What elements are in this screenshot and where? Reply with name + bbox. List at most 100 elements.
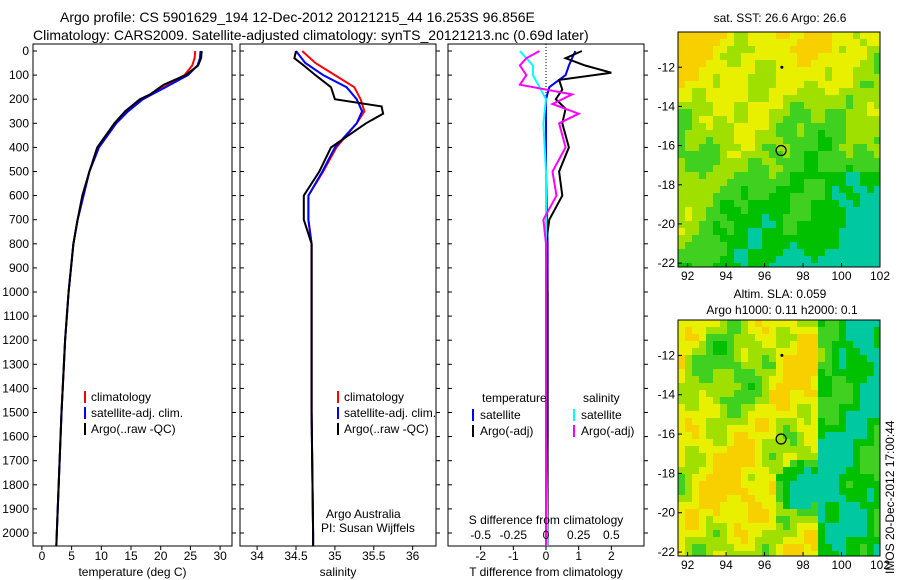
map-cell <box>678 88 685 95</box>
map-cell <box>678 32 685 39</box>
map-cell <box>685 551 692 556</box>
map-cell <box>734 551 741 556</box>
map-cell <box>790 179 797 186</box>
map-cell <box>678 46 685 53</box>
argo-position-marker <box>775 144 787 157</box>
map-cell <box>734 242 741 249</box>
map-cell <box>783 523 790 530</box>
map-cell <box>748 502 755 509</box>
map-cell <box>699 425 706 432</box>
map-cell <box>790 228 797 235</box>
map-cell <box>790 32 797 39</box>
map-cell <box>706 67 713 74</box>
map-cell <box>699 214 706 221</box>
map-cell <box>734 32 741 39</box>
map-cell <box>720 348 727 355</box>
map-cell <box>755 474 762 481</box>
map-cell <box>853 207 860 214</box>
map-cell <box>685 418 692 425</box>
map-cell <box>832 334 839 341</box>
map-cell <box>818 256 825 263</box>
map-cell <box>762 369 769 376</box>
map-cell <box>818 390 825 397</box>
map-cell <box>839 509 846 516</box>
map-cell <box>692 235 699 242</box>
map-cell <box>832 109 839 116</box>
y-tick-label: 500 <box>9 165 29 179</box>
map-cell <box>748 172 755 179</box>
map-cell <box>874 446 880 453</box>
map-cell <box>867 334 874 341</box>
map-cell <box>867 249 874 256</box>
map-cell <box>839 418 846 425</box>
map-cell <box>867 172 874 179</box>
map-cell <box>811 193 818 200</box>
map-cell <box>874 88 880 95</box>
map-cell <box>769 263 776 267</box>
map-cell <box>783 544 790 551</box>
map-cell <box>699 320 706 327</box>
map-cell <box>874 376 880 383</box>
map-cell <box>769 376 776 383</box>
map-cell <box>804 200 811 207</box>
map-cell <box>853 502 860 509</box>
map-cell <box>832 397 839 404</box>
map-cell <box>818 537 825 544</box>
map-cell <box>832 88 839 95</box>
x-axis-label: temperature (deg C) <box>78 565 186 579</box>
map-cell <box>713 242 720 249</box>
map-cell <box>825 502 832 509</box>
map-cell <box>839 46 846 53</box>
map-cell <box>853 46 860 53</box>
map-cell <box>685 67 692 74</box>
map-cell <box>741 516 748 523</box>
map-cell <box>790 425 797 432</box>
map-cell <box>748 158 755 165</box>
x-tick-label: 2 <box>608 549 615 563</box>
map-cell <box>720 102 727 109</box>
map-cell <box>825 221 832 228</box>
map-cell <box>706 32 713 39</box>
map-cell <box>783 460 790 467</box>
map-cell <box>874 383 880 390</box>
map-cell <box>874 256 880 263</box>
map-cell <box>706 214 713 221</box>
map-cell <box>811 179 818 186</box>
map-cell <box>699 362 706 369</box>
map-cell <box>748 109 755 116</box>
map-cell <box>825 537 832 544</box>
map-cell <box>825 116 832 123</box>
map-cell <box>853 186 860 193</box>
y-tick-label: 900 <box>9 261 29 275</box>
map-cell <box>783 320 790 327</box>
map-cell <box>755 81 762 88</box>
map-cell <box>811 481 818 488</box>
map-cell <box>811 207 818 214</box>
map-cell <box>734 60 741 67</box>
map-cell <box>678 495 685 502</box>
map-cell <box>720 81 727 88</box>
map-cell <box>776 144 783 151</box>
map-cell <box>811 397 818 404</box>
map-cell <box>713 432 720 439</box>
map-cell <box>685 516 692 523</box>
map-cell <box>685 544 692 551</box>
map-cell <box>783 390 790 397</box>
series-line-argo-raw-qc- <box>293 50 385 546</box>
map-cell <box>741 404 748 411</box>
map-cell <box>867 439 874 446</box>
map-cell <box>741 186 748 193</box>
map-cell <box>846 502 853 509</box>
map-cell <box>706 488 713 495</box>
map-cell <box>860 523 867 530</box>
map-cell <box>706 256 713 263</box>
map-cell <box>804 341 811 348</box>
map-cell <box>825 488 832 495</box>
map-cell <box>706 355 713 362</box>
map-cell <box>832 495 839 502</box>
map-cell <box>720 488 727 495</box>
map-cell <box>699 383 706 390</box>
map-cell <box>860 242 867 249</box>
map-cell <box>853 376 860 383</box>
map-cell <box>825 495 832 502</box>
